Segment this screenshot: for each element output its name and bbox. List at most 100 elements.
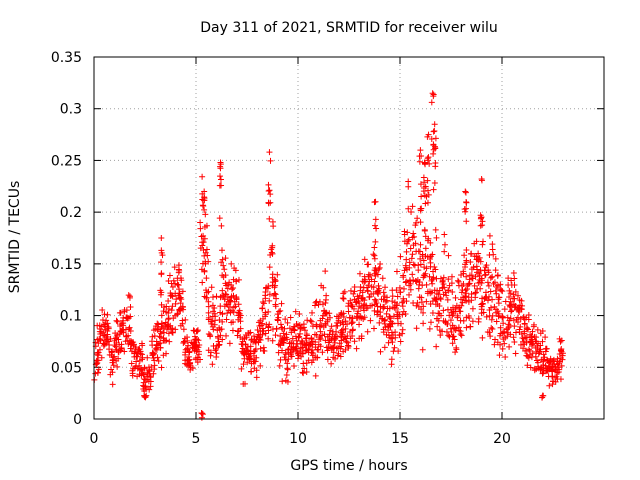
data-point bbox=[472, 290, 479, 297]
data-point bbox=[280, 330, 287, 337]
data-point bbox=[473, 263, 480, 270]
data-point bbox=[374, 311, 381, 318]
data-point bbox=[269, 218, 276, 225]
data-point bbox=[247, 329, 254, 336]
data-point bbox=[511, 281, 518, 288]
data-point bbox=[283, 331, 290, 338]
data-point bbox=[218, 222, 225, 229]
data-point bbox=[254, 334, 261, 341]
data-point bbox=[337, 353, 344, 360]
data-point bbox=[126, 324, 133, 331]
data-point bbox=[182, 351, 189, 358]
data-point bbox=[212, 347, 219, 354]
data-point bbox=[481, 267, 488, 274]
data-point bbox=[179, 288, 186, 295]
data-point bbox=[121, 348, 128, 355]
data-point bbox=[399, 303, 406, 310]
data-point bbox=[460, 317, 467, 324]
data-point bbox=[146, 386, 153, 393]
data-point bbox=[514, 292, 521, 299]
data-point bbox=[355, 308, 362, 315]
data-point bbox=[117, 347, 124, 354]
data-point bbox=[215, 334, 222, 341]
data-point bbox=[172, 300, 179, 307]
data-point bbox=[518, 297, 525, 304]
data-point bbox=[382, 284, 389, 291]
data-point bbox=[405, 237, 412, 244]
data-point bbox=[420, 257, 427, 264]
data-point bbox=[345, 300, 352, 307]
data-point bbox=[399, 330, 406, 337]
data-point bbox=[540, 362, 547, 369]
data-point bbox=[170, 277, 177, 284]
data-point bbox=[414, 276, 421, 283]
data-point bbox=[345, 308, 352, 315]
data-point bbox=[378, 296, 385, 303]
data-point bbox=[494, 282, 501, 289]
data-point bbox=[420, 303, 427, 310]
data-point bbox=[175, 266, 182, 273]
data-point bbox=[197, 225, 204, 232]
data-point bbox=[477, 214, 484, 221]
data-point bbox=[229, 286, 236, 293]
data-point bbox=[250, 348, 257, 355]
data-point bbox=[403, 278, 410, 285]
data-point bbox=[397, 338, 404, 345]
data-point bbox=[309, 309, 316, 316]
data-point bbox=[194, 346, 201, 353]
data-point bbox=[195, 351, 202, 358]
data-point bbox=[94, 369, 101, 376]
data-point bbox=[201, 195, 208, 202]
data-point bbox=[223, 301, 230, 308]
data-point bbox=[429, 309, 436, 316]
data-point bbox=[218, 182, 225, 189]
data-point bbox=[199, 411, 206, 418]
data-point bbox=[462, 189, 469, 196]
data-point bbox=[216, 341, 223, 348]
data-point bbox=[512, 329, 519, 336]
data-point bbox=[457, 308, 464, 315]
data-point bbox=[493, 283, 500, 290]
data-point bbox=[409, 203, 416, 210]
data-point bbox=[272, 278, 279, 285]
data-point bbox=[430, 91, 437, 98]
data-point bbox=[169, 329, 176, 336]
data-point bbox=[226, 298, 233, 305]
data-point bbox=[539, 338, 546, 345]
data-point bbox=[508, 308, 515, 315]
data-point bbox=[402, 310, 409, 317]
data-point bbox=[477, 222, 484, 229]
data-point bbox=[278, 338, 285, 345]
data-point bbox=[429, 280, 436, 287]
x-tick-label: 0 bbox=[90, 431, 99, 447]
data-point bbox=[319, 349, 326, 356]
data-point bbox=[259, 320, 266, 327]
data-point bbox=[546, 382, 553, 389]
data-point bbox=[492, 267, 499, 274]
data-point bbox=[409, 271, 416, 278]
data-point bbox=[234, 328, 241, 335]
data-point bbox=[458, 289, 465, 296]
data-point bbox=[414, 299, 421, 306]
data-point bbox=[307, 341, 314, 348]
data-point bbox=[436, 302, 443, 309]
data-point bbox=[328, 360, 335, 367]
data-point bbox=[500, 320, 507, 327]
data-point bbox=[100, 329, 107, 336]
data-point bbox=[232, 303, 239, 310]
data-point bbox=[265, 308, 272, 315]
data-point bbox=[392, 305, 399, 312]
data-point bbox=[454, 277, 461, 284]
data-point bbox=[556, 366, 563, 373]
data-point bbox=[272, 332, 279, 339]
data-point bbox=[286, 325, 293, 332]
data-point bbox=[151, 362, 158, 369]
data-point bbox=[205, 314, 212, 321]
data-point bbox=[314, 354, 321, 361]
data-point bbox=[312, 339, 319, 346]
data-point bbox=[277, 307, 284, 314]
data-point bbox=[253, 367, 260, 374]
data-point bbox=[394, 315, 401, 322]
data-point bbox=[136, 357, 143, 364]
data-point bbox=[320, 284, 327, 291]
